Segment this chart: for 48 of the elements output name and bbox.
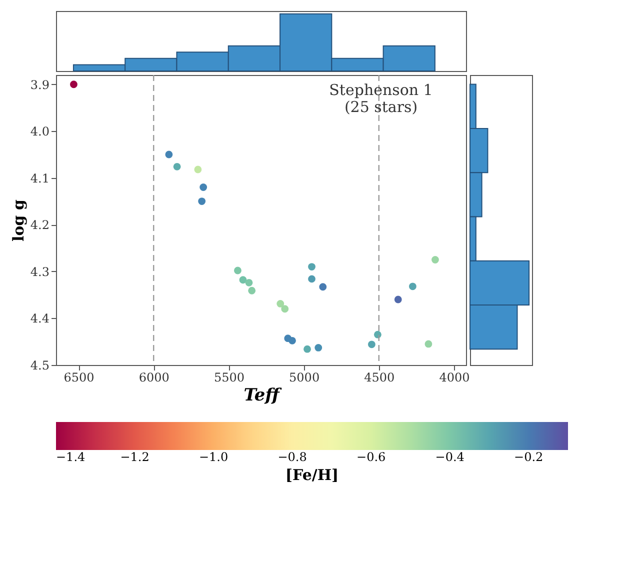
- color-bar-label: −0.6: [356, 450, 386, 464]
- point: [308, 263, 316, 270]
- point: [200, 184, 208, 191]
- point: [288, 336, 296, 344]
- point: [70, 80, 78, 88]
- x-tick-label: 6000: [138, 370, 170, 384]
- point: [374, 330, 382, 338]
- color-bar-label: −0.4: [435, 450, 465, 464]
- y-tick-label: 4.3: [30, 264, 50, 279]
- point: [276, 300, 284, 308]
- x-tick-label: 4000: [439, 370, 470, 384]
- x-tick-label: 4500: [364, 370, 395, 384]
- point: [408, 282, 416, 290]
- x-tick-label: 5000: [289, 370, 320, 384]
- point: [281, 305, 289, 313]
- point: [248, 286, 256, 294]
- point: [194, 166, 202, 174]
- x-tick-label: 6500: [64, 370, 94, 384]
- point: [245, 278, 253, 286]
- color-bar-label: −0.2: [514, 450, 544, 464]
- color-bar-label: −0.8: [278, 450, 307, 464]
- point: [394, 296, 402, 304]
- y-tick-label: 4.0: [30, 124, 50, 139]
- y-tick-label: 4.1: [30, 171, 50, 186]
- color-bar-label: −1.0: [198, 450, 228, 464]
- x-axis-title: Teff: [244, 386, 282, 406]
- color-bar-label: −1.2: [120, 450, 150, 464]
- y-tick-label: 3.9: [30, 78, 50, 92]
- point: [173, 162, 181, 170]
- point: [314, 344, 322, 352]
- point: [165, 150, 173, 158]
- point: [308, 275, 316, 283]
- point: [432, 256, 439, 264]
- y-tick-label: 4.4: [30, 312, 50, 326]
- y-axis-title: log g: [9, 199, 28, 242]
- point: [198, 198, 206, 205]
- point: [319, 283, 327, 291]
- y-tick-label: 4.2: [30, 218, 50, 232]
- point: [368, 340, 376, 348]
- point: [304, 345, 311, 353]
- x-tick-label: 5500: [214, 370, 244, 384]
- point: [234, 266, 242, 274]
- y-tick-label: 4.5: [30, 358, 50, 372]
- point: [424, 340, 432, 348]
- color-bar-label: −1.4: [56, 450, 86, 464]
- annotation: Stephenson 1 (25 stars): [329, 81, 433, 116]
- color-bar-title: [Fe/H]: [285, 466, 339, 484]
- point: [239, 276, 247, 284]
